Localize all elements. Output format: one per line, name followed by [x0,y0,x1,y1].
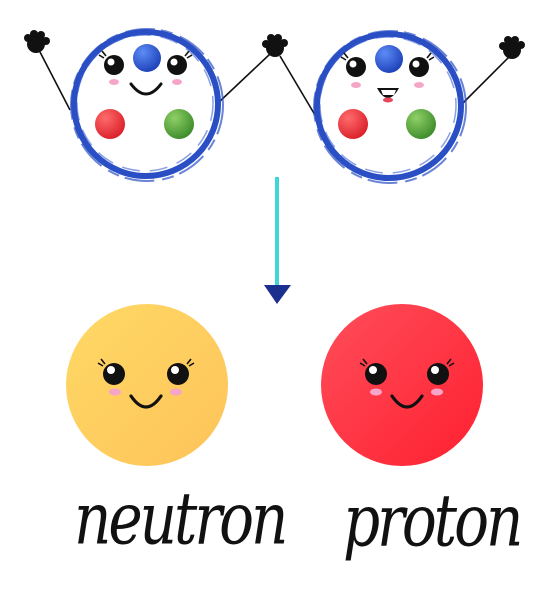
right-composite-particle [279,30,525,184]
green-quark [406,109,436,139]
right-arm-right [460,53,513,106]
blue-quark [375,45,403,73]
right-arm-left [279,55,316,116]
blue-quark [133,44,161,72]
right-face [340,52,435,103]
waving-hand-icon [499,36,525,59]
waving-hand-icon [24,30,50,53]
left-ring-inner [76,34,214,172]
left-composite-particle [24,28,288,182]
red-quark [95,109,125,139]
proton-label: proton [343,477,523,563]
transformation-arrow [264,177,291,304]
neutron-particle [66,304,228,466]
left-ring-brush [70,28,224,182]
right-ring-inner [319,36,457,174]
right-ring-brush [313,30,467,184]
waving-hand-icon [262,34,288,57]
left-arm-right [217,53,271,104]
red-quark [338,109,368,139]
left-arm-left [39,51,71,111]
neutron-label: neutron [74,475,288,561]
left-face [98,50,193,96]
proton-particle [321,304,483,466]
green-quark [164,109,194,139]
